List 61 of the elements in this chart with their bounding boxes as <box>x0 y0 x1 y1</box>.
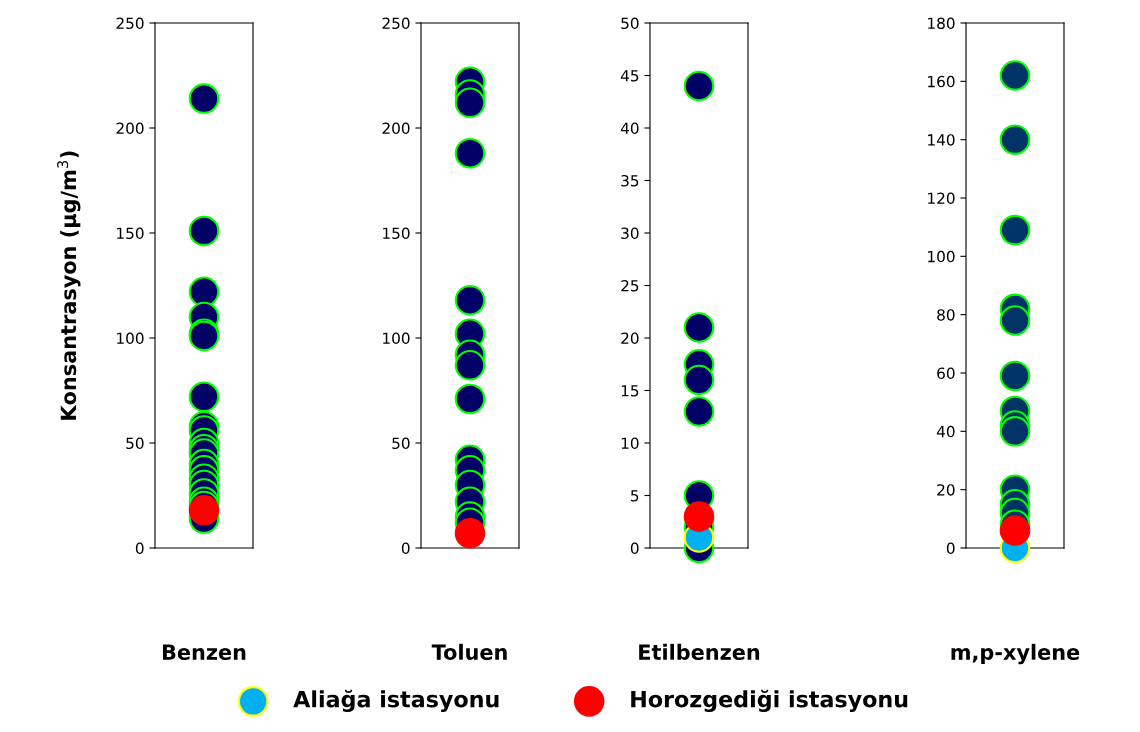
y-tick-label: 0 <box>630 542 639 555</box>
point <box>454 284 486 316</box>
point <box>999 214 1031 246</box>
y-tick-label: 100 <box>117 332 144 345</box>
y-tick-label: 10 <box>621 437 639 450</box>
x-axis-title: Benzen <box>162 644 246 660</box>
x-axis-title: Etilbenzen <box>639 643 760 660</box>
legend-label: Horozgediği istasyonu <box>631 689 908 712</box>
y-tick-label: 30 <box>621 227 639 240</box>
y-tick-label: 100 <box>928 250 955 263</box>
y-tick-label: 140 <box>928 134 955 146</box>
y-tick-label: 150 <box>117 227 144 240</box>
point <box>999 305 1031 336</box>
point <box>999 416 1031 447</box>
y-tick-label: 250 <box>116 17 144 30</box>
y-tick-label: 50 <box>392 437 410 450</box>
y-tick-label: 0 <box>946 542 955 555</box>
point <box>683 501 715 532</box>
y-tick-label: 250 <box>382 17 410 30</box>
point <box>454 350 486 381</box>
point <box>999 360 1031 392</box>
y-tick-label: 200 <box>116 122 144 135</box>
point <box>683 396 715 427</box>
y-tick-label: 160 <box>928 75 955 88</box>
y-tick-label: 50 <box>621 17 639 30</box>
y-tick-label: 50 <box>126 437 144 450</box>
y-tick-label: 40 <box>936 425 955 438</box>
point <box>999 60 1031 91</box>
y-tick-label: 150 <box>383 227 410 240</box>
point <box>999 124 1031 155</box>
legend-label: Aliağa istasyonu <box>293 689 499 712</box>
y-tick-label: 5 <box>631 490 639 502</box>
point <box>683 70 715 102</box>
y-tick-label: 15 <box>621 385 639 397</box>
y-tick-label: 100 <box>383 332 410 345</box>
y-tick-label: 200 <box>382 122 410 135</box>
point <box>188 215 220 247</box>
y-tick-label: 0 <box>401 542 410 555</box>
point <box>188 83 220 114</box>
point <box>188 381 220 413</box>
y-tick-label: 35 <box>621 174 639 187</box>
y-tick-label: 25 <box>621 279 639 292</box>
y-tick-label: 40 <box>620 122 639 135</box>
y-tick-label: 45 <box>620 70 639 82</box>
y-tick-label: 0 <box>135 542 144 555</box>
point <box>683 364 715 396</box>
point <box>683 312 715 343</box>
x-axis-title: Toluen <box>431 643 507 660</box>
y-axis-title: Konsantrasyon (µg/m$^{3}$) <box>57 151 81 420</box>
x-axis-title: m,p-xylene <box>951 643 1080 665</box>
y-tick-label: 180 <box>928 17 955 30</box>
point <box>454 87 486 119</box>
point <box>999 515 1031 546</box>
y-tick-label: 20 <box>621 332 639 345</box>
y-tick-label: 20 <box>937 484 955 496</box>
y-tick-label: 80 <box>937 309 955 321</box>
y-tick-label: 60 <box>937 367 955 380</box>
point <box>454 518 486 549</box>
point <box>454 383 486 415</box>
y-tick-label: 120 <box>928 192 955 205</box>
point <box>454 137 486 169</box>
